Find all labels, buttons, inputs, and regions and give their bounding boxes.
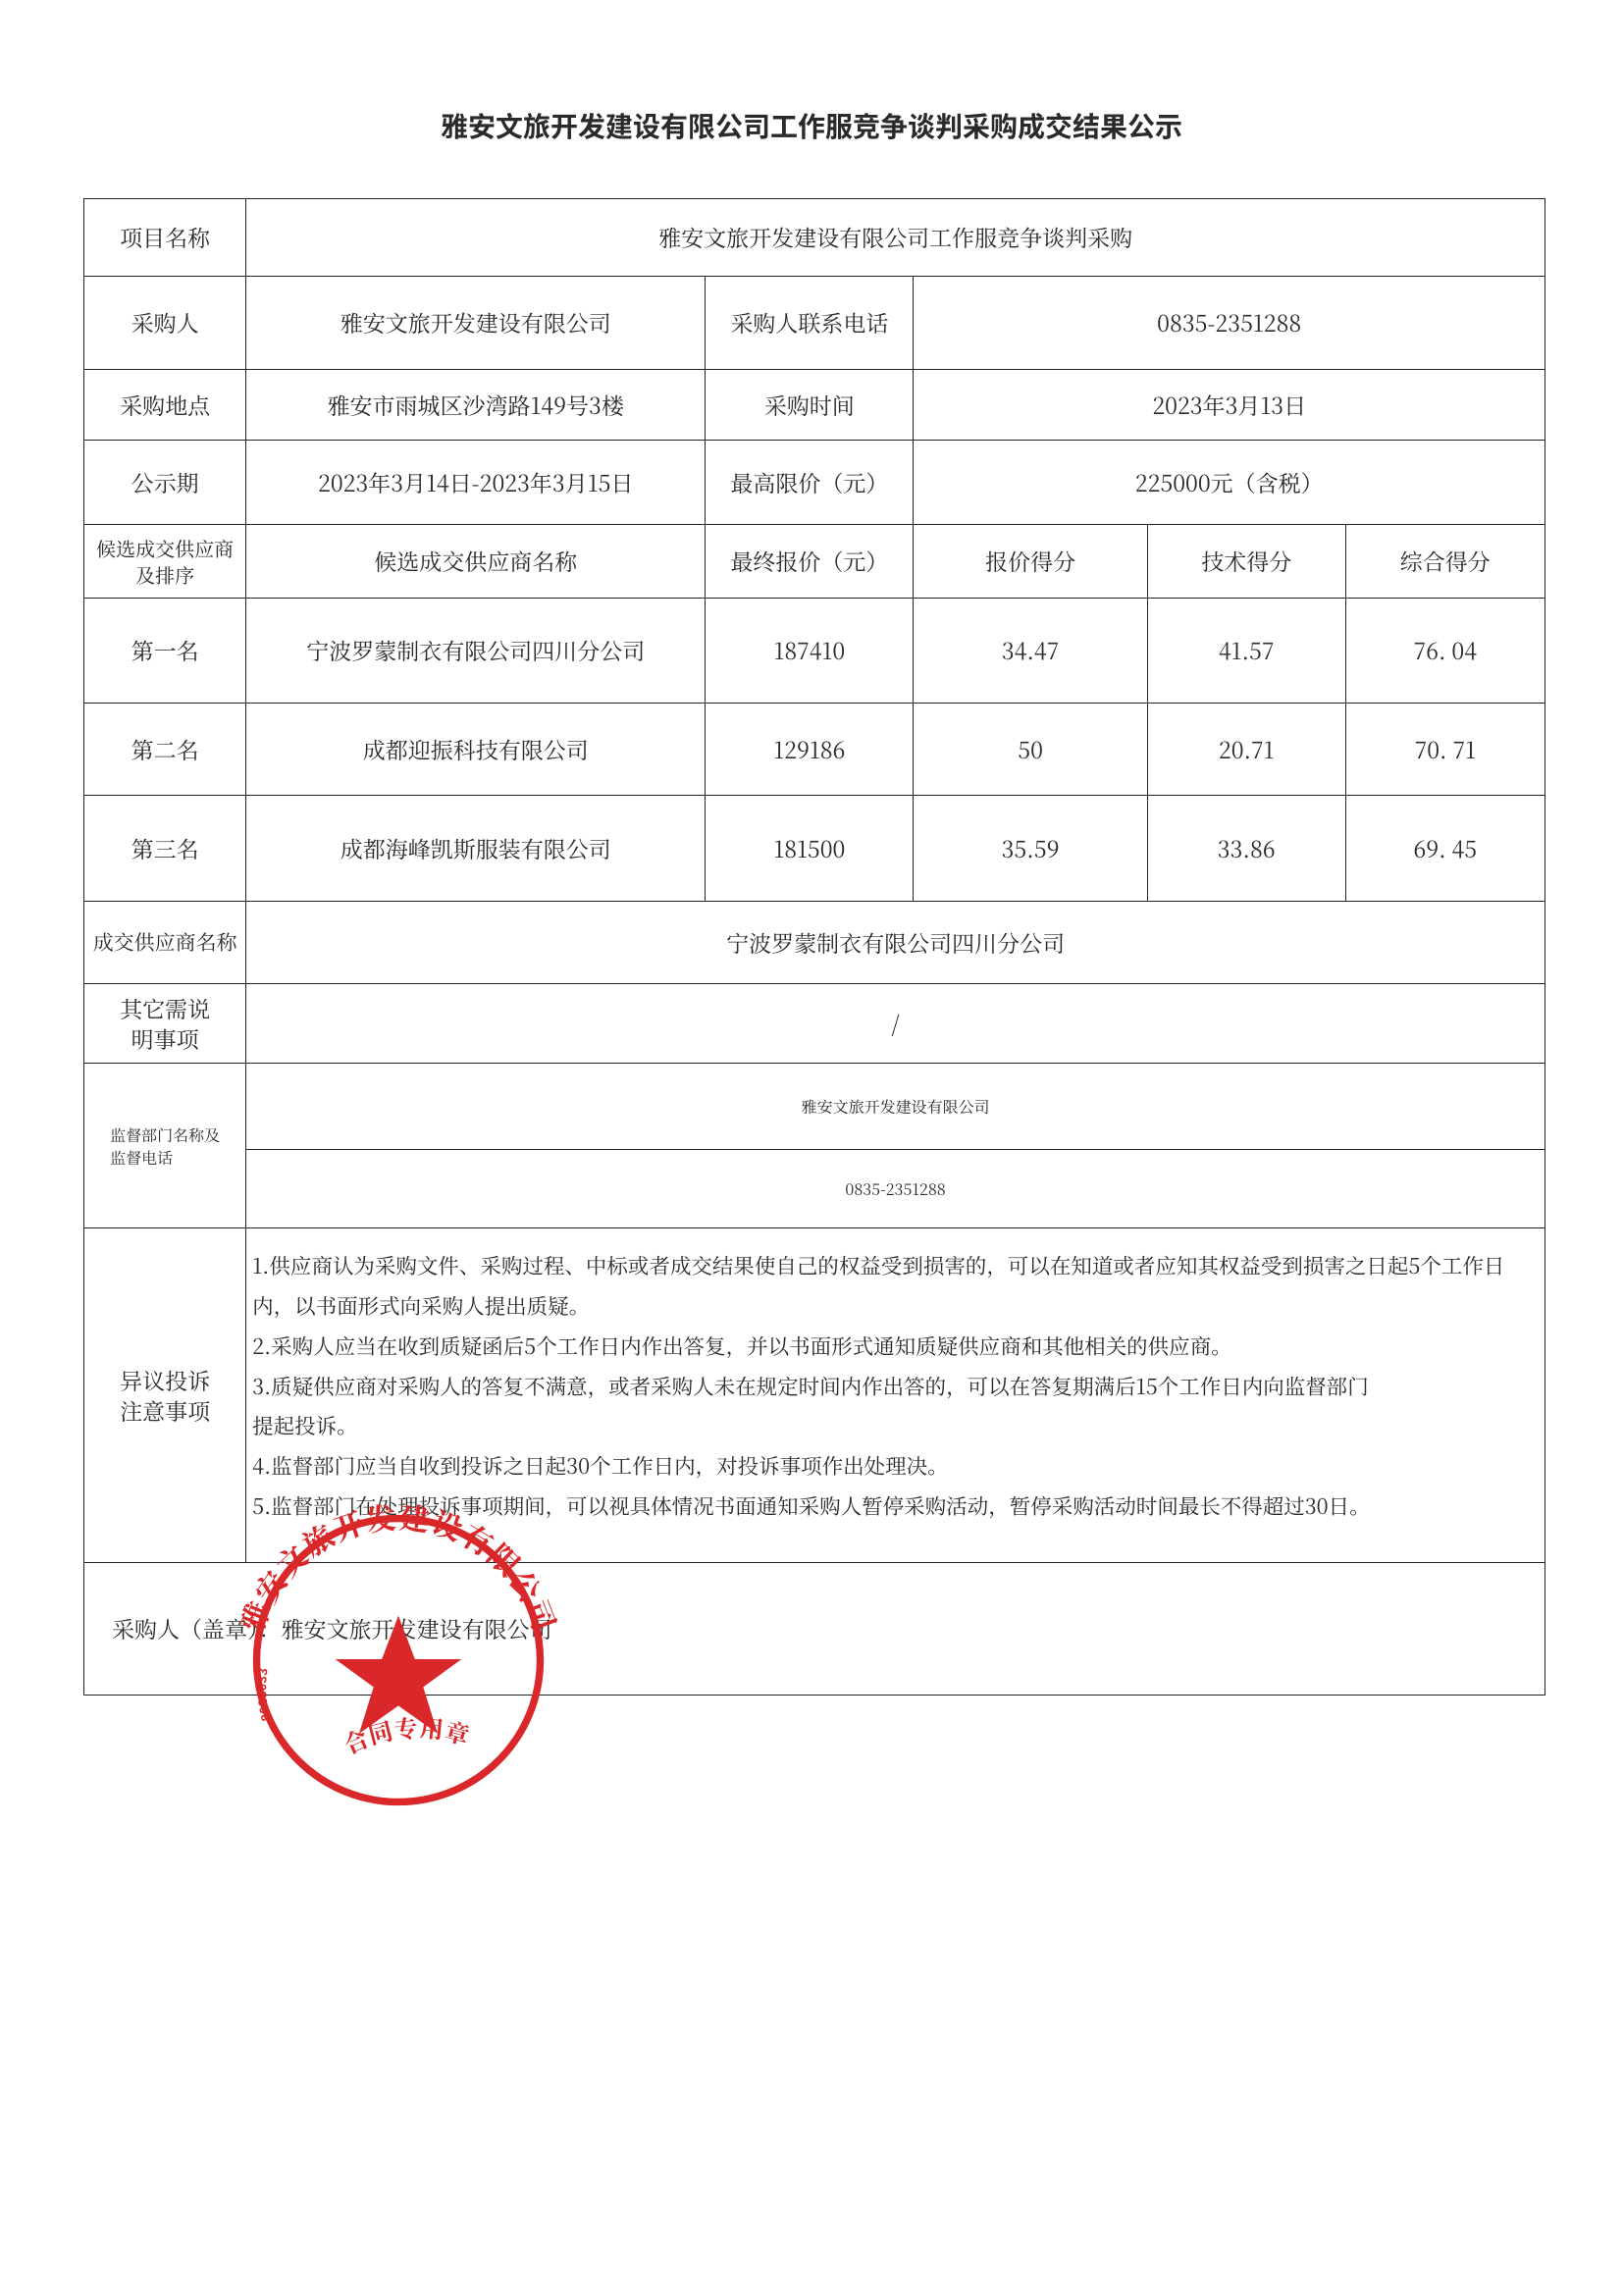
svg-text:合同专用章: 合同专用章 [338, 1709, 474, 1761]
